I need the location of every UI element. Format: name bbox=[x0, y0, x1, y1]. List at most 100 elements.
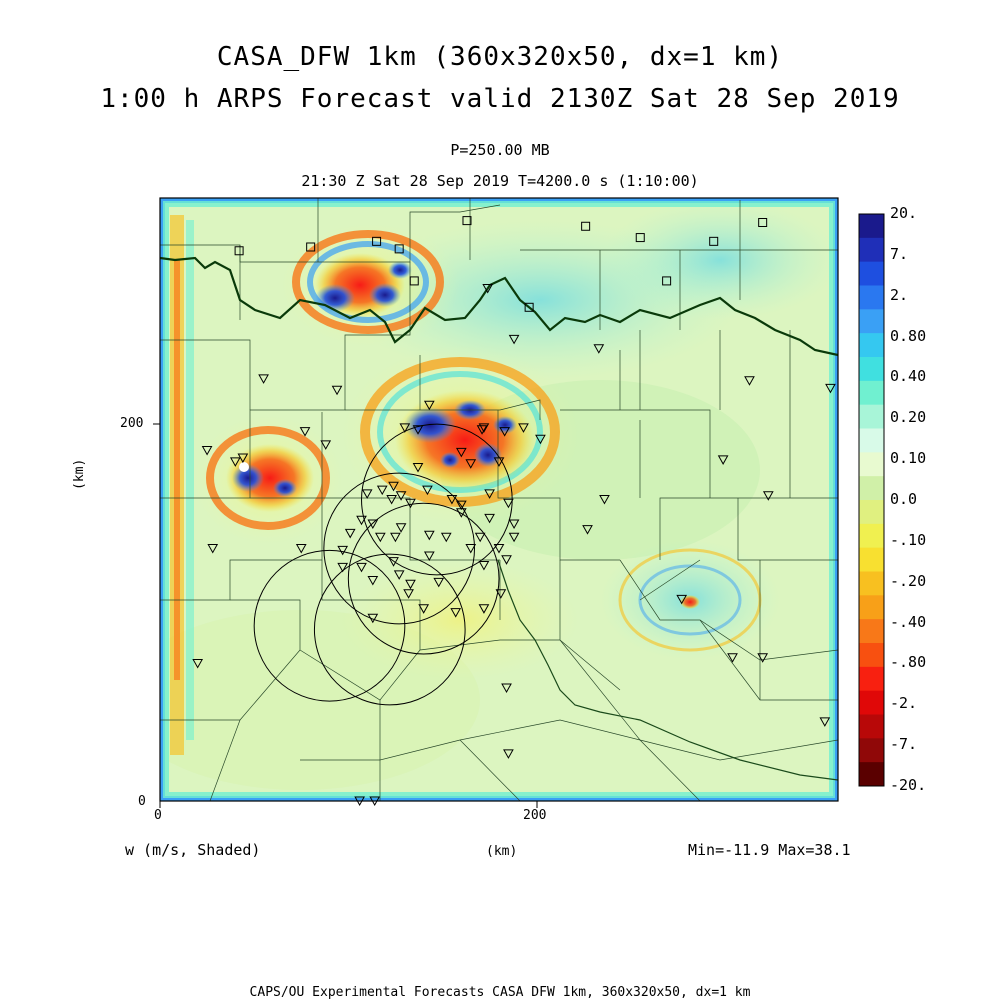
triangle-station-marker bbox=[518, 423, 529, 433]
triangle-station-marker bbox=[744, 376, 755, 386]
river-line bbox=[497, 559, 838, 781]
colorbar-swatch bbox=[859, 237, 884, 263]
colorbar-swatch bbox=[859, 690, 884, 715]
triangle-station-marker bbox=[405, 498, 416, 509]
triangle-station-marker bbox=[825, 383, 836, 394]
triangle-station-marker bbox=[422, 485, 433, 496]
colorbar bbox=[858, 213, 885, 787]
county-boundaries bbox=[160, 198, 838, 801]
colorbar-label: 0.40 bbox=[890, 367, 927, 386]
colorbar-swatch bbox=[859, 762, 884, 787]
triangle-station-marker bbox=[676, 594, 688, 605]
colorbar-label: 0.80 bbox=[890, 326, 927, 345]
colorbar-label: 20. bbox=[890, 204, 918, 222]
colorbar-swatch bbox=[859, 547, 884, 572]
square-station-marker bbox=[709, 236, 719, 246]
radar-ring-4 bbox=[253, 549, 406, 702]
triangle-station-marker bbox=[599, 495, 610, 505]
triangle-station-marker bbox=[493, 457, 505, 467]
triangle-station-marker bbox=[465, 459, 477, 469]
triangle-station-marker bbox=[337, 545, 349, 556]
triangle-station-marker bbox=[295, 543, 307, 554]
triangle-station-marker bbox=[501, 555, 512, 565]
colorbar-label: -7. bbox=[890, 735, 918, 754]
triangle-station-marker bbox=[508, 334, 520, 345]
triangle-station-marker bbox=[367, 576, 379, 586]
min-max-values: Min=-11.9 Max=38.1 bbox=[688, 841, 851, 859]
state-boundary bbox=[160, 256, 838, 357]
triangle-station-marker bbox=[474, 532, 486, 543]
triangle-station-marker bbox=[501, 683, 512, 693]
triangle-station-marker bbox=[388, 481, 399, 492]
triangle-station-marker bbox=[423, 530, 435, 541]
triangle-station-marker bbox=[727, 653, 738, 663]
triangle-station-marker bbox=[390, 532, 401, 543]
x-tick-label-200: 200 bbox=[523, 808, 547, 823]
x-tick-label-0: 0 bbox=[154, 808, 162, 823]
colorbar-swatch bbox=[859, 428, 884, 453]
triangle-station-marker bbox=[320, 440, 332, 450]
colorbar-label: -.40 bbox=[890, 612, 927, 631]
triangle-station-marker bbox=[207, 543, 219, 554]
colorbar-swatch bbox=[859, 309, 884, 334]
triangle-station-marker bbox=[395, 491, 407, 501]
triangle-station-marker bbox=[440, 532, 452, 543]
triangle-station-marker bbox=[446, 495, 458, 505]
colorbar-swatch bbox=[859, 476, 884, 501]
colorbar-swatch bbox=[859, 643, 884, 668]
triangle-station-marker bbox=[535, 434, 546, 445]
colorbar-frame bbox=[858, 213, 885, 787]
x-axis-unit: (km) bbox=[486, 844, 518, 859]
triangle-station-marker bbox=[484, 489, 495, 499]
triangle-station-marker bbox=[356, 562, 367, 573]
triangle-station-marker bbox=[423, 551, 435, 562]
colorbar-swatch bbox=[859, 595, 884, 620]
colorbar-label: 0.20 bbox=[890, 408, 927, 427]
radar-ring-3 bbox=[313, 553, 466, 706]
triangle-station-marker bbox=[433, 577, 445, 588]
triangle-station-marker bbox=[374, 532, 386, 543]
triangle-station-marker bbox=[229, 457, 241, 467]
triangle-station-marker bbox=[478, 604, 490, 614]
triangle-station-marker bbox=[418, 604, 430, 614]
triangle-station-marker bbox=[331, 385, 343, 396]
triangle-station-marker bbox=[717, 455, 729, 465]
colorbar-label: 0.0 bbox=[890, 490, 918, 508]
triangle-station-marker bbox=[465, 543, 477, 554]
colorbar-swatch bbox=[859, 500, 884, 525]
triangle-station-marker bbox=[393, 570, 405, 580]
y-axis-unit: (km) bbox=[72, 458, 87, 490]
colorbar-label: -2. bbox=[890, 694, 918, 713]
colorbar-swatch bbox=[859, 333, 884, 358]
triangle-station-marker bbox=[757, 653, 769, 663]
radar-range-rings bbox=[253, 423, 513, 706]
triangle-station-marker bbox=[503, 749, 514, 759]
triangle-station-marker bbox=[508, 519, 520, 530]
colorbar-label: 2. bbox=[890, 285, 909, 304]
triangle-station-marker bbox=[450, 608, 462, 618]
triangle-station-marker bbox=[455, 500, 467, 511]
triangle-station-marker bbox=[388, 557, 399, 567]
square-station-marker bbox=[581, 221, 591, 231]
triangle-station-marker bbox=[403, 589, 414, 599]
triangle-station-marker bbox=[476, 425, 488, 435]
chart-title-line-1: CASA_DFW 1km (360x320x50, dx=1 km) bbox=[216, 42, 784, 72]
triangle-station-marker bbox=[399, 423, 411, 433]
chart-title-line-2: 1:00 h ARPS Forecast valid 2130Z Sat 28 … bbox=[100, 84, 900, 114]
colorbar-swatch bbox=[859, 738, 884, 763]
y-tick-label-0: 0 bbox=[138, 794, 146, 809]
colorbar-label: 0.10 bbox=[890, 449, 927, 468]
triangle-station-marker bbox=[762, 491, 774, 501]
triangle-station-marker bbox=[299, 427, 311, 437]
triangle-station-marker bbox=[258, 374, 269, 384]
colorbar-swatch bbox=[859, 261, 884, 286]
triangle-station-marker bbox=[503, 498, 514, 509]
pressure-level: P=250.00 MB bbox=[450, 141, 550, 159]
colorbar-label: -.10 bbox=[890, 530, 927, 549]
colorbar-label: -20. bbox=[890, 776, 927, 794]
triangle-station-marker bbox=[495, 589, 507, 599]
triangle-station-marker bbox=[192, 658, 204, 669]
square-station-marker bbox=[635, 233, 645, 243]
square-station-marker bbox=[372, 236, 382, 246]
triangle-station-marker bbox=[367, 613, 379, 624]
